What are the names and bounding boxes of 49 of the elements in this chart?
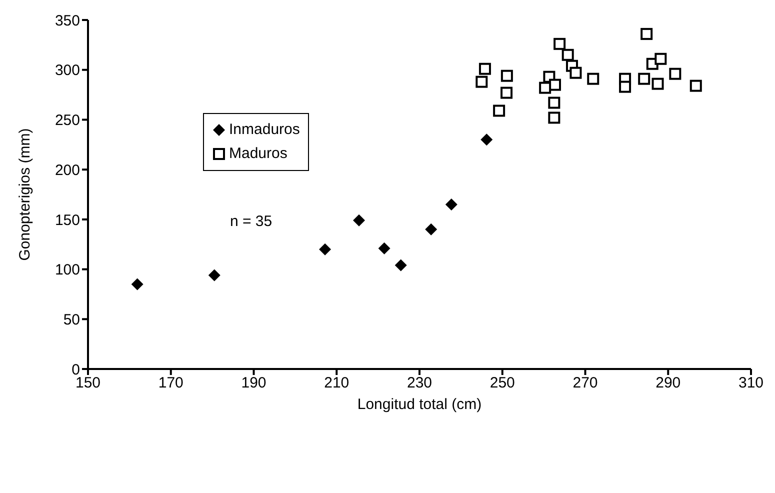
point [587, 72, 600, 85]
y-tick-label: 250 [54, 112, 80, 130]
point [131, 278, 144, 290]
point [500, 70, 513, 82]
x-tick-label: 270 [572, 374, 598, 392]
point [690, 80, 702, 92]
point [654, 52, 667, 65]
y-tick-label: 150 [54, 212, 80, 229]
x-tick-label: 210 [324, 374, 350, 392]
point [669, 68, 682, 80]
x-tick-label: 230 [406, 374, 432, 392]
x-axis-title: Longitud total (cm) [357, 396, 482, 413]
point [548, 96, 560, 109]
point [539, 82, 552, 94]
x-tick-label: 250 [490, 374, 515, 392]
point [619, 80, 632, 93]
point [548, 112, 560, 124]
point [378, 242, 390, 254]
point [652, 78, 664, 90]
y-tick-label: 200 [54, 162, 80, 179]
y-tick-label: 50 [63, 311, 80, 328]
point [638, 72, 650, 85]
point [208, 269, 220, 282]
point [554, 38, 566, 50]
y-axis-title: Gonopterigios (mm) [16, 128, 34, 261]
point [493, 104, 506, 117]
x-tick-label: 190 [241, 374, 266, 392]
point [478, 62, 491, 75]
point [562, 48, 574, 61]
point [319, 243, 332, 256]
point [425, 223, 438, 236]
legend-label: Inmaduros [229, 120, 300, 140]
point [353, 214, 365, 226]
point [476, 76, 488, 88]
y-tick-label: 100 [54, 262, 80, 279]
point [394, 259, 407, 272]
point [500, 86, 513, 99]
x-tick-label: 170 [158, 374, 184, 392]
point [570, 66, 582, 79]
x-tick-label: 310 [738, 374, 764, 392]
x-tick-label: 290 [656, 374, 681, 392]
y-tick-label: 300 [54, 62, 80, 80]
point [480, 134, 493, 146]
y-tick-label: 350 [54, 12, 80, 30]
annotation: n = 35 [230, 213, 272, 230]
point [445, 198, 458, 210]
legend-label: Maduros [229, 144, 288, 164]
point [549, 78, 561, 91]
point [640, 28, 653, 40]
